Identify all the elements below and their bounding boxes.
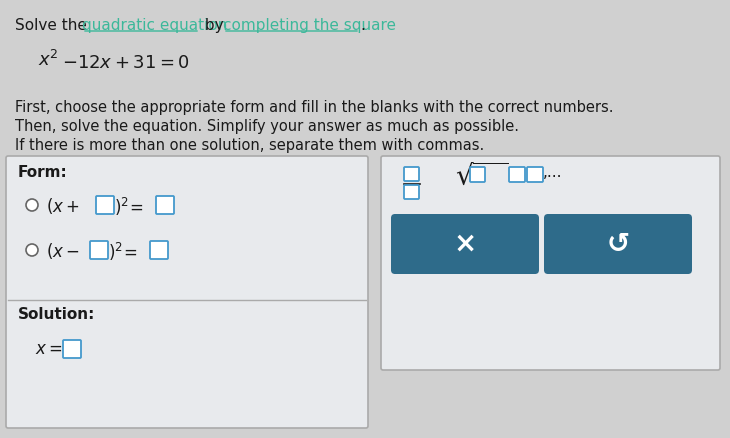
Text: If there is more than one solution, separate them with commas.: If there is more than one solution, sepa… xyxy=(15,138,484,153)
FancyBboxPatch shape xyxy=(150,241,168,259)
FancyBboxPatch shape xyxy=(509,167,525,182)
Text: $x =$: $x =$ xyxy=(35,340,63,358)
FancyBboxPatch shape xyxy=(381,156,720,370)
FancyBboxPatch shape xyxy=(544,214,692,274)
Circle shape xyxy=(26,244,38,256)
FancyBboxPatch shape xyxy=(6,156,368,428)
Text: ↺: ↺ xyxy=(607,230,629,258)
FancyBboxPatch shape xyxy=(90,241,108,259)
Text: Form:: Form: xyxy=(18,165,68,180)
Text: completing the square: completing the square xyxy=(223,18,396,33)
FancyBboxPatch shape xyxy=(527,167,543,182)
FancyBboxPatch shape xyxy=(391,214,539,274)
Text: quadratic equation: quadratic equation xyxy=(82,18,227,33)
Text: $(x +$: $(x +$ xyxy=(46,196,80,216)
Text: First, choose the appropriate form and fill in the blanks with the correct numbe: First, choose the appropriate form and f… xyxy=(15,100,613,115)
Text: Solve the: Solve the xyxy=(15,18,92,33)
Text: Then, solve the equation. Simplify your answer as much as possible.: Then, solve the equation. Simplify your … xyxy=(15,119,519,134)
FancyBboxPatch shape xyxy=(404,185,419,199)
FancyBboxPatch shape xyxy=(63,340,81,358)
Text: ,...: ,... xyxy=(543,165,563,180)
FancyBboxPatch shape xyxy=(404,167,419,181)
Text: $x^{2}$: $x^{2}$ xyxy=(38,50,58,70)
Text: ×: × xyxy=(453,230,477,258)
FancyBboxPatch shape xyxy=(470,167,485,182)
Circle shape xyxy=(26,199,38,211)
Text: $(x -$: $(x -$ xyxy=(46,241,80,261)
FancyBboxPatch shape xyxy=(156,196,174,214)
Text: Solution:: Solution: xyxy=(18,307,96,322)
Text: $)^{2}\!=\!$: $)^{2}\!=\!$ xyxy=(108,241,137,263)
Text: .: . xyxy=(360,18,365,33)
Text: by: by xyxy=(200,18,228,33)
Text: $)^{2}\!=\!$: $)^{2}\!=\!$ xyxy=(114,196,143,218)
Text: $-12x+31=0$: $-12x+31=0$ xyxy=(62,54,190,72)
Text: $\sqrt{\quad}$: $\sqrt{\quad}$ xyxy=(455,163,509,191)
FancyBboxPatch shape xyxy=(96,196,114,214)
